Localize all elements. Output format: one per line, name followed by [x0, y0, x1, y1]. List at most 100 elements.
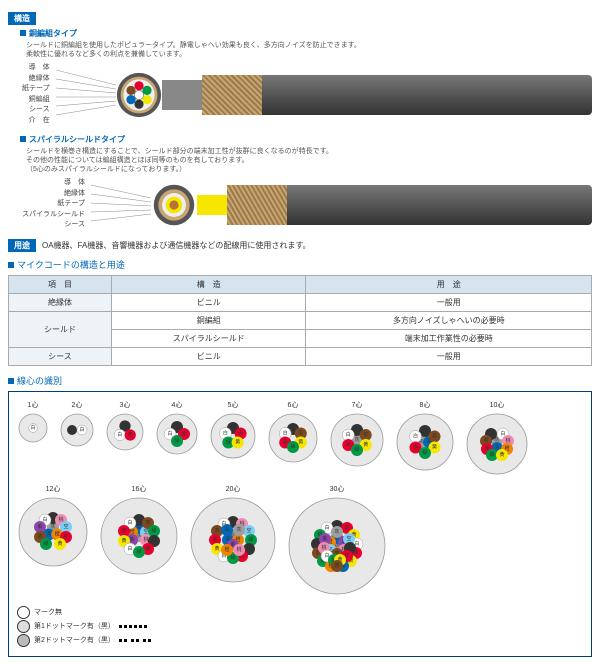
- svg-text:灰: 灰: [50, 523, 55, 530]
- svg-text:白: 白: [79, 426, 84, 433]
- svg-text:茶: 茶: [145, 519, 150, 526]
- svg-text:黒: 黒: [354, 427, 359, 433]
- core-7心: 7心灰黒白茶赤黄緑: [329, 400, 385, 470]
- svg-text:桃: 桃: [143, 536, 148, 543]
- core-8心: 8心灰青黒白茶赤黄緑: [395, 400, 455, 474]
- svg-text:黒: 黒: [230, 425, 235, 431]
- svg-text:黒: 黒: [422, 428, 427, 434]
- svg-text:白: 白: [346, 431, 351, 438]
- svg-text:白: 白: [283, 429, 288, 436]
- ident-title: 線心の識別: [8, 374, 592, 387]
- legend-row: マーク無: [17, 606, 583, 619]
- svg-text:空: 空: [246, 527, 251, 534]
- svg-text:橙: 橙: [55, 530, 60, 537]
- svg-text:紫: 紫: [322, 536, 327, 542]
- section-tag: 用途: [8, 239, 36, 252]
- svg-text:黒: 黒: [347, 545, 352, 551]
- bullet-icon: [8, 262, 14, 268]
- usage-text: OA機器、FA機器、音響機器および通信機器などの配線用に使用されます。: [42, 240, 311, 251]
- svg-text:灰: 灰: [334, 528, 339, 535]
- svg-text:赤: 赤: [128, 432, 133, 438]
- svg-text:赤: 赤: [344, 525, 349, 531]
- svg-text:空: 空: [63, 523, 68, 530]
- svg-text:赤: 赤: [413, 444, 418, 450]
- svg-text:茶: 茶: [334, 562, 339, 569]
- dot-pattern-icon: [119, 637, 153, 644]
- svg-text:緑: 緑: [230, 554, 235, 561]
- table-header-row: 項 目 構 造 用 途: [9, 275, 592, 293]
- svg-text:青: 青: [46, 530, 51, 537]
- type2-desc1: シールドを横巻き構造にすることで、シールド部分の端末加工性が抜群に良くなるのが特…: [26, 147, 592, 156]
- svg-text:赤: 赤: [212, 537, 217, 543]
- svg-text:白: 白: [42, 516, 47, 523]
- table-title: マイクコードの構造と用途: [8, 258, 592, 271]
- svg-text:白: 白: [223, 429, 228, 436]
- svg-text:黒: 黒: [290, 426, 295, 432]
- svg-text:青: 青: [494, 444, 499, 451]
- type1-name: 銅編組タイプ: [29, 29, 77, 38]
- label-filler: 介 在: [22, 116, 50, 127]
- svg-text:黒: 黒: [174, 424, 179, 430]
- svg-text:黄: 黄: [363, 441, 368, 448]
- cable-side-view: [197, 185, 592, 225]
- svg-text:赤: 赤: [346, 442, 351, 448]
- svg-text:白: 白: [30, 424, 35, 431]
- svg-text:茶: 茶: [37, 533, 42, 540]
- svg-text:黄: 黄: [298, 438, 303, 445]
- bullet-icon: [20, 30, 26, 36]
- col-structure: 構 造: [111, 275, 306, 293]
- svg-text:灰: 灰: [236, 526, 241, 533]
- svg-text:赤: 赤: [145, 546, 150, 552]
- svg-text:緑: 緑: [290, 443, 295, 450]
- type1-labels: 導 体 絶縁体 紙テープ 銅編組 シース 介 在: [22, 63, 50, 126]
- type1-heading: 銅編組タイプ: [20, 28, 592, 39]
- cross-section-1core-icon: [151, 182, 197, 228]
- core-30心: 30心灰青橙紫空桃茶黒白赤緑黄黒白茶赤緑黄橙青灰紫空桃黒白赤緑黄茶: [287, 484, 387, 598]
- col-usage: 用 途: [306, 275, 592, 293]
- core-10心: 10心灰青黒白茶桃赤橙緑黄: [465, 400, 529, 478]
- table-row: シース ビニル 一般用: [9, 347, 592, 365]
- type1-desc1: シールドに銅編組を使用したポピュラータイプ。静電しゃへい効果も良く、多方向ノイズ…: [26, 41, 592, 50]
- svg-text:赤: 赤: [121, 528, 126, 534]
- svg-text:白: 白: [167, 430, 172, 437]
- svg-text:黒: 黒: [69, 427, 74, 433]
- svg-text:青: 青: [224, 526, 229, 533]
- label-conductor: 導 体: [22, 178, 85, 189]
- label-insulation: 絶縁体: [22, 189, 85, 200]
- svg-text:白: 白: [413, 432, 418, 439]
- svg-text:茶: 茶: [483, 437, 488, 444]
- legend-row: 第1ドットマーク有（黒）: [17, 620, 583, 633]
- label-braid: 銅編組: [22, 95, 50, 106]
- svg-text:黒: 黒: [230, 519, 235, 525]
- svg-text:灰: 灰: [354, 436, 359, 443]
- svg-text:白: 白: [127, 545, 132, 552]
- svg-text:緑: 緑: [151, 527, 156, 534]
- type2-desc3: （5心のみスパイラルシールドになっております。）: [26, 165, 592, 174]
- section-structure: 構造: [8, 12, 592, 25]
- svg-text:桃: 桃: [505, 437, 510, 444]
- col-item: 項 目: [9, 275, 112, 293]
- type1-desc2: 柔軟性に優れるなど多くの利点を兼備しています。: [26, 50, 592, 59]
- legend-row: 第2ドットマーク有（黒）: [17, 634, 583, 647]
- core-5心: 5心黒白赤緑黄: [209, 400, 257, 462]
- svg-text:赤: 赤: [283, 439, 288, 445]
- structure-usage-table: 項 目 構 造 用 途 絶縁体 ビニル 一般用 シールド 銅編組 多方向ノイズし…: [8, 275, 592, 366]
- section-usage: 用途 OA機器、FA機器、音響機器および通信機器などの配線用に使用されます。: [8, 239, 592, 252]
- svg-text:茶: 茶: [298, 429, 303, 436]
- svg-text:赤: 赤: [63, 534, 68, 540]
- type2-labels: 導 体 絶縁体 紙テープ スパイラルシールド シース: [22, 178, 85, 231]
- bullet-icon: [20, 136, 26, 142]
- svg-text:黄: 黄: [499, 451, 504, 458]
- svg-text:黒: 黒: [151, 538, 156, 544]
- svg-text:黄: 黄: [214, 545, 219, 552]
- core-1心: 1心白: [17, 400, 49, 446]
- core-2心: 2心黒白: [59, 400, 95, 450]
- svg-text:緑: 緑: [248, 536, 253, 543]
- cores-container: 1心白2心黒白3心黒白赤4心黒白赤緑5心黒白赤緑黄6心黒白茶赤黄緑7心灰黒白茶赤…: [17, 400, 583, 598]
- svg-text:白: 白: [127, 519, 132, 526]
- label-sheath: シース: [22, 220, 85, 231]
- legend: マーク無 第1ドットマーク有（黒） 第2ドットマーク有（黒）: [17, 606, 583, 647]
- type2-desc2: その他の性能については編組構造とほぼ同等のものを有しております。: [26, 156, 592, 165]
- type2-heading: スパイラルシールドタイプ: [20, 134, 592, 145]
- label-paper: 紙テープ: [22, 199, 85, 210]
